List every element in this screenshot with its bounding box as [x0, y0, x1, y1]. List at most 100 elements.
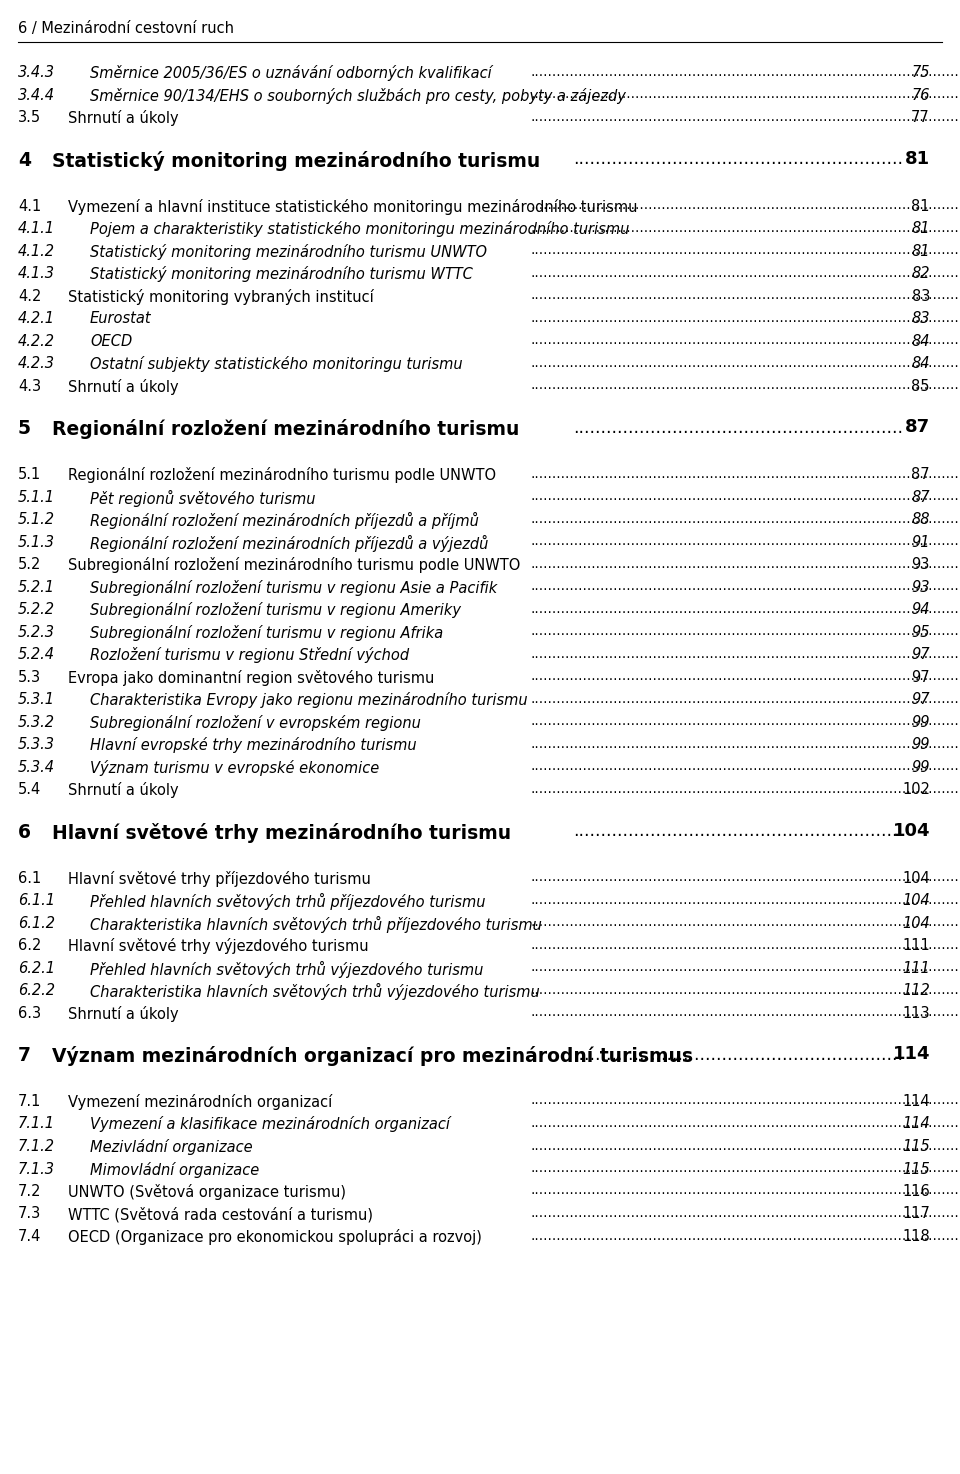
Text: 99: 99: [911, 737, 930, 752]
Text: 4: 4: [18, 150, 31, 170]
Text: Regionální rozložení mezinárodního turismu: Regionální rozložení mezinárodního turis…: [52, 419, 519, 439]
Text: 5.3: 5.3: [18, 669, 41, 684]
Text: 4.1.1: 4.1.1: [18, 221, 55, 236]
Text: 6.2.2: 6.2.2: [18, 983, 55, 998]
Text: 113: 113: [902, 1005, 930, 1020]
Text: ................................................................................: ........................................…: [530, 355, 960, 370]
Text: 87: 87: [911, 489, 930, 504]
Text: Pojem a charakteristiky statistického monitoringu mezinárodního turismu: Pojem a charakteristiky statistického mo…: [90, 221, 630, 237]
Text: ................................................................................: ........................................…: [530, 781, 960, 796]
Text: 102: 102: [902, 783, 930, 797]
Text: Směrnice 2005/36/ES o uznávání odborných kvalifikací: Směrnice 2005/36/ES o uznávání odborných…: [90, 65, 492, 81]
Text: 6.1.2: 6.1.2: [18, 915, 55, 930]
Text: Význam turismu v evropské ekonomice: Význam turismu v evropské ekonomice: [90, 759, 379, 775]
Text: 5.2.2: 5.2.2: [18, 601, 55, 618]
Text: Rozložení turismu v regionu Střední východ: Rozložení turismu v regionu Střední vých…: [90, 647, 409, 663]
Text: OECD: OECD: [90, 333, 132, 348]
Text: 5.1.3: 5.1.3: [18, 535, 55, 550]
Text: 6 / Mezinárodní cestovní ruch: 6 / Mezinárodní cestovní ruch: [18, 21, 234, 35]
Text: 117: 117: [902, 1207, 930, 1222]
Text: 81: 81: [911, 243, 930, 258]
Text: ............................................................: ........................................…: [573, 150, 903, 168]
Text: 5.3.2: 5.3.2: [18, 715, 55, 730]
Text: Hlavní světové trhy mezinárodního turismu: Hlavní světové trhy mezinárodního turism…: [52, 822, 511, 843]
Text: Mimovládní organizace: Mimovládní organizace: [90, 1162, 259, 1178]
Text: 4.2.1: 4.2.1: [18, 311, 55, 326]
Text: 111: 111: [902, 961, 930, 976]
Text: ................................................................................: ........................................…: [530, 1116, 960, 1131]
Text: Hlavní světové trhy příjezdového turismu: Hlavní světové trhy příjezdového turismu: [68, 871, 371, 886]
Text: Přehled hlavních světových trhů výjezdového turismu: Přehled hlavních světových trhů výjezdov…: [90, 961, 484, 977]
Text: ............................................................: ........................................…: [573, 1045, 903, 1064]
Text: 3.4.4: 3.4.4: [18, 87, 55, 103]
Text: 81: 81: [911, 199, 930, 214]
Text: 3.4.3: 3.4.3: [18, 65, 55, 80]
Text: ................................................................................: ........................................…: [530, 221, 960, 234]
Text: 5.1: 5.1: [18, 467, 41, 482]
Text: 3.5: 3.5: [18, 111, 41, 125]
Text: Přehled hlavních světových trhů příjezdového turismu: Přehled hlavních světových trhů příjezdo…: [90, 893, 486, 909]
Text: 99: 99: [911, 715, 930, 730]
Text: Shrnutí a úkoly: Shrnutí a úkoly: [68, 783, 179, 797]
Text: 83: 83: [912, 289, 930, 304]
Text: 114: 114: [902, 1116, 930, 1132]
Text: 85: 85: [911, 379, 930, 394]
Text: 5.3.3: 5.3.3: [18, 737, 55, 752]
Text: 7.2: 7.2: [18, 1184, 41, 1198]
Text: Význam mezinárodních organizací pro mezinárodní turismus: Význam mezinárodních organizací pro mezi…: [52, 1047, 693, 1066]
Text: 93: 93: [912, 557, 930, 572]
Text: ................................................................................: ........................................…: [530, 737, 960, 750]
Text: 4.2: 4.2: [18, 289, 41, 304]
Text: 5: 5: [18, 419, 31, 438]
Text: Směrnice 90/134/EHS o souborných službách pro cesty, pobyty a zájezdy: Směrnice 90/134/EHS o souborných službác…: [90, 87, 626, 103]
Text: ................................................................................: ........................................…: [530, 759, 960, 772]
Text: 104: 104: [902, 871, 930, 886]
Text: OECD (Organizace pro ekonomickou spolupráci a rozvoj): OECD (Organizace pro ekonomickou spolupr…: [68, 1229, 482, 1246]
Text: 4.2.3: 4.2.3: [18, 357, 55, 371]
Text: ................................................................................: ........................................…: [530, 937, 960, 952]
Text: 104: 104: [902, 893, 930, 908]
Text: 81: 81: [911, 221, 930, 236]
Text: ............................................................: ........................................…: [573, 822, 903, 840]
Text: 115: 115: [902, 1139, 930, 1154]
Text: Shrnutí a úkoly: Shrnutí a úkoly: [68, 379, 179, 395]
Text: 112: 112: [902, 983, 930, 998]
Text: ................................................................................: ........................................…: [530, 65, 960, 78]
Text: 6: 6: [18, 822, 31, 842]
Text: 87: 87: [911, 467, 930, 482]
Text: ................................................................................: ........................................…: [530, 109, 960, 124]
Text: 87: 87: [905, 419, 930, 436]
Text: Charakteristika Evropy jako regionu mezinárodního turismu: Charakteristika Evropy jako regionu mezi…: [90, 691, 528, 708]
Text: 5.2.4: 5.2.4: [18, 647, 55, 662]
Text: 115: 115: [902, 1162, 930, 1176]
Text: 6.1.1: 6.1.1: [18, 893, 55, 908]
Text: ................................................................................: ........................................…: [530, 960, 960, 974]
Text: Vymezení a hlavní instituce statistického monitoringu mezinárodního turismu: Vymezení a hlavní instituce statistickéh…: [68, 199, 637, 215]
Text: 6.1: 6.1: [18, 871, 41, 886]
Text: 84: 84: [911, 333, 930, 348]
Text: Subregionální rozložení turismu v regionu Asie a Pacifik: Subregionální rozložení turismu v region…: [90, 579, 497, 595]
Text: 118: 118: [902, 1229, 930, 1244]
Text: ................................................................................: ........................................…: [530, 1094, 960, 1107]
Text: ................................................................................: ........................................…: [530, 377, 960, 392]
Text: ................................................................................: ........................................…: [530, 1162, 960, 1175]
Text: 97: 97: [911, 647, 930, 662]
Text: Ostatní subjekty statistického monitoringu turismu: Ostatní subjekty statistického monitorin…: [90, 357, 463, 371]
Text: 6.3: 6.3: [18, 1005, 41, 1020]
Text: ................................................................................: ........................................…: [530, 489, 960, 503]
Text: ................................................................................: ........................................…: [530, 534, 960, 548]
Text: 5.4: 5.4: [18, 783, 41, 797]
Text: ................................................................................: ........................................…: [530, 870, 960, 884]
Text: ................................................................................: ........................................…: [530, 1005, 960, 1019]
Text: Subregionální rozložení turismu v regionu Afrika: Subregionální rozložení turismu v region…: [90, 625, 444, 641]
Text: 84: 84: [911, 357, 930, 371]
Text: Hlavní evropské trhy mezinárodního turismu: Hlavní evropské trhy mezinárodního turis…: [90, 737, 417, 753]
Text: ................................................................................: ........................................…: [530, 287, 960, 302]
Text: 81: 81: [905, 149, 930, 168]
Text: 116: 116: [902, 1184, 930, 1198]
Text: Subregionální rozložení turismu v regionu Ameriky: Subregionální rozložení turismu v region…: [90, 601, 461, 618]
Text: 91: 91: [911, 535, 930, 550]
Text: Statistický monitoring mezinárodního turismu: Statistický monitoring mezinárodního tur…: [52, 150, 540, 171]
Text: 7.1.2: 7.1.2: [18, 1139, 55, 1154]
Text: ................................................................................: ........................................…: [530, 87, 960, 102]
